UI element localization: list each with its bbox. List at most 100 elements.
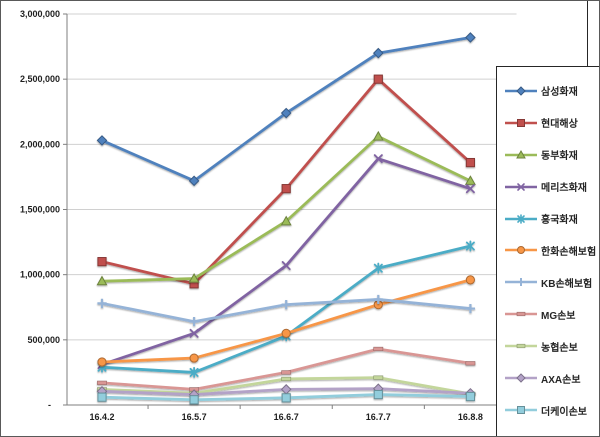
x-tick-label: 16.6.7	[274, 412, 299, 422]
data-point-marker	[281, 328, 291, 338]
x-axis-labels: 16.4.2 16.5.7 16.6.7 16.7.7 16.8.8	[89, 412, 482, 422]
x-tick-label: 16.8.8	[458, 412, 483, 422]
data-point-marker	[516, 344, 526, 349]
data-point-marker	[516, 149, 526, 159]
data-point-marker	[96, 275, 108, 286]
data-point-marker	[97, 392, 107, 402]
x-tick-label: 16.5.7	[182, 412, 207, 422]
data-point-marker	[97, 357, 107, 367]
data-point-marker	[372, 130, 384, 141]
data-point-marker	[465, 275, 475, 285]
legend-marker-icon	[505, 149, 537, 159]
series-line	[100, 278, 472, 364]
series-6	[97, 275, 475, 367]
legend-label: 더케이손보	[541, 406, 587, 418]
x-tick-label: 16.4.2	[89, 412, 114, 422]
data-point-marker	[97, 380, 107, 385]
data-point-marker	[280, 384, 292, 395]
data-point-marker	[281, 184, 291, 194]
data-point-marker	[465, 157, 475, 168]
series-1	[96, 32, 476, 187]
y-tick-label: -	[48, 400, 51, 410]
axes	[63, 1, 588, 409]
data-point-marker	[517, 406, 525, 415]
data-point-marker	[465, 32, 476, 43]
legend-label: KB손해보험	[541, 278, 593, 290]
legend-label: 한화손해보험	[541, 246, 597, 258]
legend-item: 메리츠화재	[504, 179, 599, 194]
x-tick-label: 16.7.7	[366, 412, 391, 422]
legend-item: KB손해보험	[504, 275, 599, 290]
legend-item: 농협손보	[504, 339, 599, 354]
y-axis-labels: 3,000,000 2,500,000 2,000,000 1,500,000 1,00…	[20, 9, 60, 410]
data-point-marker	[517, 278, 525, 287]
legend-marker-icon	[505, 246, 537, 255]
data-point-marker	[281, 393, 291, 403]
legend-label: 삼성화재	[541, 87, 578, 99]
data-point-marker	[189, 328, 199, 338]
data-point-marker	[189, 395, 199, 405]
data-point-marker	[517, 182, 525, 191]
y-tick-label: 2,500,000	[20, 74, 60, 84]
data-point-marker	[465, 303, 475, 314]
data-point-marker	[373, 389, 383, 400]
data-point-marker	[373, 375, 384, 380]
data-point-marker	[281, 376, 292, 382]
legend-label: AXA손보	[541, 374, 581, 386]
data-point-marker	[517, 213, 525, 224]
data-point-marker	[188, 175, 200, 187]
series-7	[97, 294, 475, 327]
legend-item: MG손보	[504, 307, 599, 322]
data-point-marker	[96, 135, 108, 146]
data-point-marker	[281, 370, 292, 375]
data-point-marker	[516, 373, 526, 383]
legend-label: 현대해상	[541, 119, 578, 131]
legend-label: 동부화재	[541, 151, 578, 163]
data-point-marker	[373, 74, 383, 84]
data-point-marker	[516, 86, 526, 96]
legend-label: 농협손보	[541, 342, 578, 354]
gridlines	[67, 13, 517, 341]
data-point-marker	[188, 272, 200, 283]
legend-item: 삼성화재	[504, 83, 599, 98]
legend-label: 메리츠화재	[541, 183, 587, 195]
data-point-marker	[517, 246, 525, 255]
legend-item: 더케이손보	[504, 403, 599, 418]
legend-label: 흥국화재	[541, 215, 578, 227]
data-point-marker	[281, 261, 291, 271]
legend-item: 현대해상	[504, 115, 599, 130]
data-point-marker	[373, 294, 383, 305]
y-tick-label: 2,000,000	[20, 139, 60, 149]
data-point-marker	[373, 262, 383, 274]
data-point-marker	[189, 366, 199, 378]
y-tick-label: 1,000,000	[20, 270, 60, 280]
legend-marker-icon	[505, 406, 537, 415]
data-point-marker	[465, 240, 475, 252]
data-point-marker	[189, 316, 199, 327]
data-point-marker	[97, 257, 107, 267]
legend-marker-icon	[505, 373, 537, 383]
y-tick-label: 1,500,000	[20, 205, 60, 215]
legend-label: MG손보	[541, 310, 576, 322]
legend-marker-icon	[505, 312, 537, 317]
legend-marker-icon	[505, 182, 537, 191]
legend-marker-icon	[505, 86, 537, 96]
data-point-marker	[465, 391, 475, 402]
series-8	[97, 346, 476, 392]
data-point-marker	[189, 353, 199, 363]
legend-item: 동부화재	[504, 147, 599, 162]
legend-item: 흥국화재	[504, 211, 599, 226]
data-point-marker	[281, 300, 291, 310]
legend-marker-icon	[505, 278, 537, 287]
series-4	[97, 154, 475, 370]
data-point-marker	[97, 298, 107, 308]
data-point-marker	[372, 47, 384, 59]
data-point-marker	[373, 154, 383, 164]
data-point-marker	[280, 215, 292, 226]
legend-marker-icon	[505, 213, 537, 224]
y-tick-label: 3,000,000	[20, 9, 60, 19]
data-point-marker	[516, 312, 526, 317]
